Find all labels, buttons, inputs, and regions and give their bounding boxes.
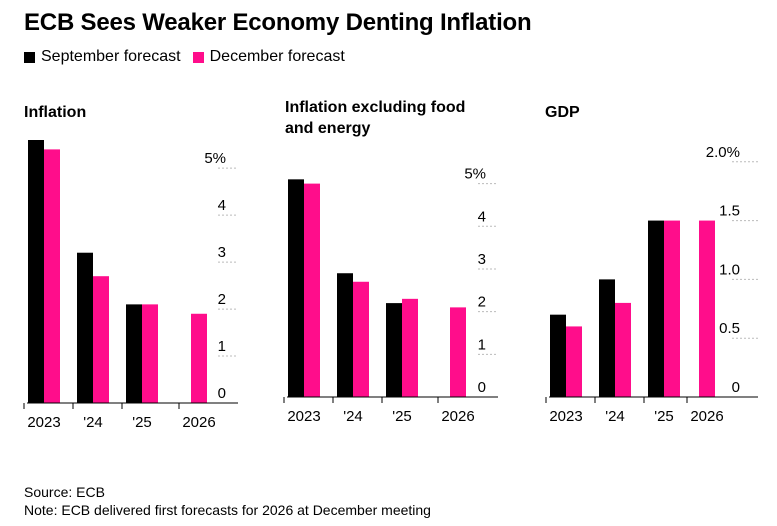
x-tick-label: 2026 bbox=[182, 414, 215, 431]
bar-september bbox=[337, 273, 353, 397]
y-tick-label: 3 bbox=[218, 244, 226, 261]
y-tick-label: 2.0% bbox=[706, 144, 740, 161]
legend-swatch-december bbox=[192, 51, 204, 63]
legend-item-september: September forecast bbox=[24, 48, 181, 66]
bar-december bbox=[664, 220, 680, 397]
legend-label-september: September forecast bbox=[41, 48, 181, 65]
bar-december bbox=[402, 298, 418, 397]
x-tick-label: 2026 bbox=[441, 408, 474, 425]
footnote: Note: ECB delivered first forecasts for … bbox=[24, 502, 431, 518]
y-tick-label: 1 bbox=[218, 338, 226, 355]
panel-title-inflation: Inflation bbox=[24, 104, 87, 121]
x-tick-label: '24 bbox=[83, 414, 103, 431]
panel-title-gdp: GDP bbox=[545, 104, 580, 121]
bar-december bbox=[191, 313, 207, 403]
y-tick-label: 5% bbox=[464, 166, 486, 183]
bar-december bbox=[450, 307, 466, 397]
y-tick-label: 1 bbox=[478, 336, 486, 353]
bar-september bbox=[77, 252, 93, 403]
y-tick-label: 2 bbox=[218, 291, 226, 308]
bar-december bbox=[93, 276, 109, 403]
x-tick-label: '25 bbox=[654, 408, 674, 425]
x-tick-label: 2026 bbox=[690, 408, 723, 425]
y-tick-label: 4 bbox=[478, 208, 486, 225]
legend: September forecast December forecast bbox=[24, 48, 357, 66]
bar-december bbox=[566, 326, 582, 397]
panel-title-core-inflation: Inflation excluding food and energy bbox=[285, 99, 466, 137]
bar-december bbox=[353, 281, 369, 397]
bar-december bbox=[699, 220, 715, 397]
bar-december bbox=[615, 302, 631, 397]
source-note: Source: ECB bbox=[24, 484, 105, 500]
y-tick-label: 3 bbox=[478, 251, 486, 268]
bar-december bbox=[304, 183, 320, 397]
bar-september bbox=[550, 314, 566, 397]
x-tick-label: 2023 bbox=[549, 408, 582, 425]
x-tick-label: '24 bbox=[605, 408, 625, 425]
y-tick-label: 4 bbox=[218, 197, 226, 214]
y-tick-label: 0 bbox=[218, 385, 226, 402]
y-tick-label: 0 bbox=[478, 379, 486, 396]
bar-september bbox=[28, 140, 44, 403]
x-tick-label: '24 bbox=[343, 408, 363, 425]
x-tick-label: 2023 bbox=[27, 414, 60, 431]
legend-swatch-september bbox=[24, 51, 35, 63]
legend-item-december: December forecast bbox=[192, 48, 345, 66]
bar-september bbox=[386, 303, 402, 397]
y-tick-label: 1.5 bbox=[719, 203, 740, 220]
bar-september bbox=[288, 179, 304, 397]
bar-september bbox=[599, 279, 615, 397]
bar-december bbox=[44, 149, 60, 403]
y-tick-label: 5% bbox=[204, 150, 226, 167]
bar-september bbox=[126, 304, 142, 403]
y-tick-label: 1.0 bbox=[719, 261, 740, 278]
x-tick-label: '25 bbox=[392, 408, 412, 425]
bar-september bbox=[648, 220, 664, 397]
x-tick-label: '25 bbox=[132, 414, 152, 431]
bar-december bbox=[142, 304, 158, 403]
y-tick-label: 2 bbox=[478, 294, 486, 311]
chart-title: ECB Sees Weaker Economy Denting Inflatio… bbox=[24, 9, 532, 36]
y-tick-label: 0 bbox=[732, 379, 740, 396]
y-tick-label: 0.5 bbox=[719, 320, 740, 337]
legend-label-december: December forecast bbox=[209, 48, 345, 65]
x-tick-label: 2023 bbox=[287, 408, 320, 425]
